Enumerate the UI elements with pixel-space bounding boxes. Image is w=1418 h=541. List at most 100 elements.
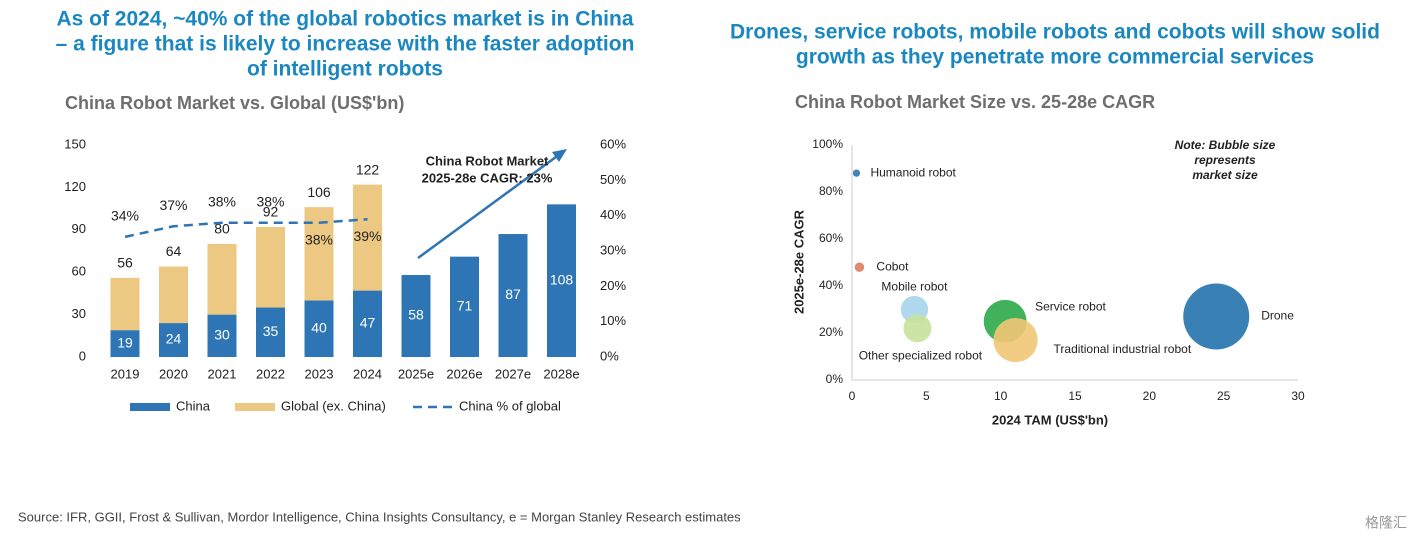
total-label: 80 (214, 221, 230, 237)
line (124, 217, 368, 239)
bubble-label: Drone (1261, 309, 1294, 323)
x-tick-label: 5 (923, 389, 930, 403)
bubble-label: Cobot (876, 259, 909, 273)
x-tick-label: 2026e (446, 366, 482, 381)
bar-segment (256, 307, 285, 357)
x-tick-label: 2023 (305, 366, 334, 381)
x-tick-label: 2028e (543, 366, 579, 381)
note: represents (1194, 153, 1256, 167)
bar-segment (110, 277, 140, 331)
bar-label: 19 (117, 334, 133, 350)
bar-segment (256, 226, 285, 308)
bubble-label: Humanoid robot (870, 165, 956, 179)
y2-tick-label: 60% (600, 136, 626, 151)
y2-tick-label: 50% (600, 172, 626, 187)
x-tick-label: 25 (1217, 389, 1231, 403)
headline: Drones, service robots, mobile robots an… (730, 21, 1380, 44)
y-tick-label: 150 (64, 136, 86, 151)
y-tick-label: 30 (72, 306, 86, 321)
note: Note: Bubble size (1175, 138, 1276, 152)
bar-label: 47 (360, 314, 376, 330)
bar-label: 40 (311, 319, 327, 335)
x-tick-label: 2022 (256, 366, 285, 381)
legend-swatch (130, 403, 170, 411)
line-label: 39% (353, 228, 381, 244)
bar-segment (159, 266, 188, 324)
x-tick-label: 2024 (353, 366, 382, 381)
y-tick-label: 0% (826, 372, 844, 386)
y-tick-label: 40% (819, 278, 843, 292)
annotation: China Robot Market (426, 153, 549, 168)
bar-segment (304, 300, 334, 357)
bar-label: 30 (214, 327, 230, 343)
bar-segment (207, 243, 237, 315)
bar-label: 35 (263, 323, 279, 339)
y2-tick-label: 30% (600, 242, 626, 257)
total-label: 64 (166, 243, 182, 259)
bar-label: 71 (457, 298, 473, 314)
bubble (1183, 283, 1250, 350)
note: market size (1192, 168, 1258, 182)
bar-segment (159, 323, 188, 357)
line-label: 38% (208, 193, 236, 209)
line-label: 38% (305, 231, 333, 247)
bubble-label: Other specialized robot (859, 348, 983, 362)
chart-title: China Robot Market vs. Global (US$'bn) (65, 93, 404, 113)
y2-tick-label: 0% (600, 348, 619, 363)
legend-swatch (235, 403, 275, 411)
x-tick-label: 20 (1143, 389, 1157, 403)
bubble-label: Traditional industrial robot (1054, 342, 1192, 356)
bar-segment (353, 290, 382, 357)
bar-segment (207, 314, 237, 357)
y-tick-label: 90 (72, 221, 86, 236)
bubble (993, 317, 1038, 363)
bubble (903, 314, 932, 343)
x-tick-label: 2021 (208, 366, 237, 381)
legend-label: Global (ex. China) (281, 398, 386, 413)
y-tick-label: 100% (812, 137, 843, 151)
x-tick-label: 30 (1291, 389, 1305, 403)
bar-segment (353, 184, 382, 291)
x-tick-label: 2020 (159, 366, 188, 381)
bubble-label: Service robot (1035, 299, 1106, 313)
bar-segment (498, 234, 528, 357)
bubble (854, 262, 865, 272)
x-tick-label: 0 (849, 389, 856, 403)
bar-segment (401, 275, 431, 357)
y-tick-label: 60 (72, 264, 86, 279)
total-label: 106 (307, 184, 331, 200)
y2-tick-label: 10% (600, 313, 626, 328)
x-tick-label: 2027e (495, 366, 531, 381)
x-tick-label: 10 (994, 389, 1008, 403)
headline: of intelligent robots (247, 58, 443, 81)
x-tick-label: 2025e (398, 366, 434, 381)
y-tick-label: 80% (819, 184, 843, 198)
x-tick-label: 15 (1068, 389, 1082, 403)
y2-tick-label: 40% (600, 207, 626, 222)
headline: As of 2024, ~40% of the global robotics … (56, 8, 633, 31)
bar-segment (547, 204, 576, 357)
x-tick-label: 2019 (111, 366, 140, 381)
total-label: 56 (117, 255, 133, 271)
y-tick-label: 20% (819, 325, 843, 339)
y2-tick-label: 20% (600, 278, 626, 293)
line-label: 34% (111, 208, 139, 224)
arrow (417, 152, 561, 260)
bubble-label: Mobile robot (881, 280, 948, 294)
bar-segment (110, 330, 140, 357)
legend-label: China % of global (459, 398, 561, 413)
line-label: 37% (159, 197, 187, 213)
bar-label: 24 (166, 331, 182, 347)
headline: – a figure that is likely to increase wi… (56, 33, 635, 56)
x-axis-label: 2024 TAM (US$'bn) (992, 412, 1108, 427)
bar-label: 58 (408, 307, 424, 323)
bar-segment (304, 207, 334, 301)
y-axis-label: 2025e-28e CAGR (791, 209, 806, 314)
source: Source: IFR, GGII, Frost & Sullivan, Mor… (18, 509, 741, 524)
total-label: 92 (263, 204, 279, 220)
watermark: 格隆汇 (1365, 515, 1407, 531)
headline: growth as they penetrate more commercial… (796, 46, 1314, 69)
y-tick-label: 60% (819, 231, 843, 245)
legend-label: China (176, 398, 211, 413)
